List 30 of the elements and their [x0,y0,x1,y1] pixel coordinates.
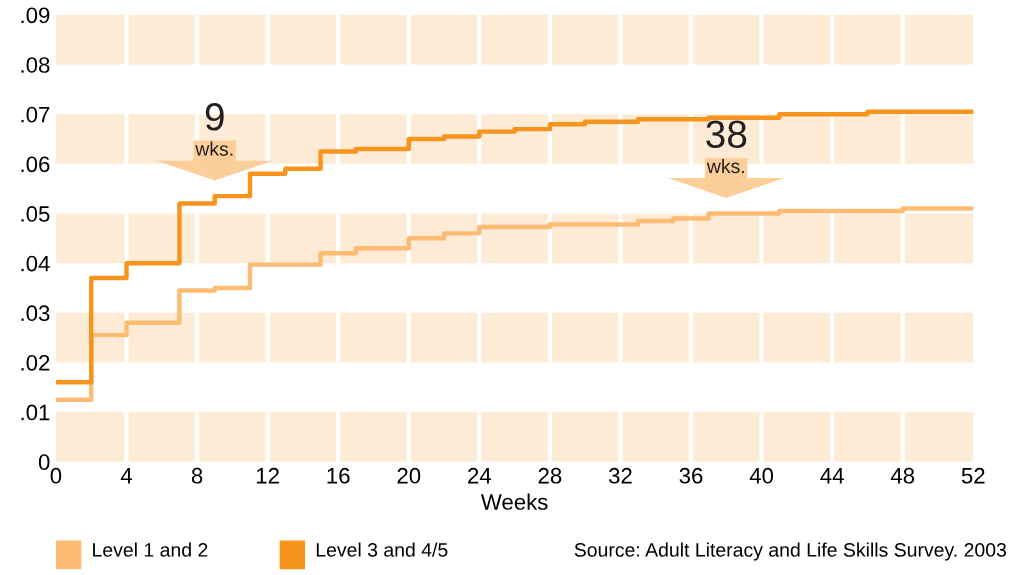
legend-label: Level 3 and 4/5 [316,542,448,557]
source-note: Source: Adult Literacy and Life Skills Survey. 2003 [574,542,1006,561]
annotation: 38 wks. [706,120,747,174]
y-tick-label: .05 [21,206,50,222]
y-tick-label: .03 [21,305,50,322]
y-tick-label: .08 [21,57,50,73]
x-axis-title: Weeks [480,493,548,510]
x-tick-label: 52 [961,467,985,484]
x-tick-label: 20 [397,467,421,484]
y-tick-label: .02 [21,354,50,371]
annotation: 9 wks. [195,103,233,156]
x-tick-label: 0 [50,467,62,484]
x-tick-label: 44 [820,468,844,484]
x-tick-label: 8 [191,467,203,484]
y-tick-label: .04 [21,255,50,272]
y-tick-label: .07 [21,106,50,123]
y-tick-label: 0 [38,454,50,470]
y-tick-label: .01 [21,404,50,421]
x-tick-label: 36 [679,467,703,484]
x-tick-label: 24 [468,467,492,484]
x-tick-label: 4 [120,468,133,484]
x-tick-label: 12 [256,467,279,484]
x-tick-label: 32 [608,467,632,484]
y-tick-label: .06 [21,156,50,173]
x-tick-label: 28 [538,467,562,484]
x-tick-label: 48 [890,467,915,484]
legend-label: Level 1 and 2 [93,542,208,557]
y-tick-label: .09 [21,7,50,24]
x-tick-label: 16 [327,467,350,484]
x-tick-label: 40 [749,467,774,484]
